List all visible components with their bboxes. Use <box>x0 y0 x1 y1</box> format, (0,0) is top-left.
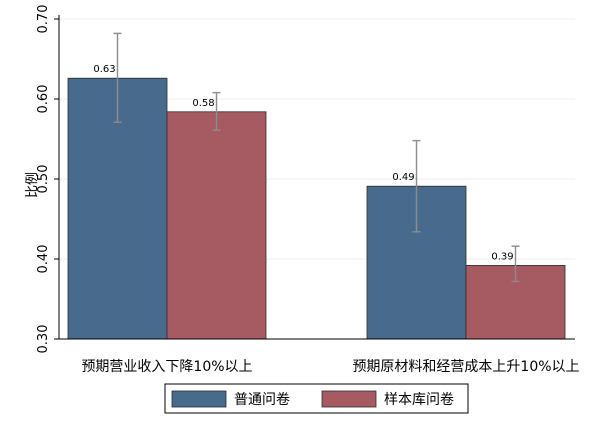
y-tick-label: 0.60 <box>36 85 51 114</box>
x-category-label: 预期原材料和经营成本上升10%以上 <box>352 359 579 375</box>
legend-swatch <box>321 390 377 408</box>
axes <box>58 15 575 340</box>
y-tick-label: 0.40 <box>36 245 51 274</box>
legend-label: 样本库问卷 <box>384 392 454 408</box>
data-labels: 0.63 0.49 0.58 0.39 <box>93 64 513 262</box>
y-axis-title: 比例 <box>25 172 40 198</box>
legend-swatch <box>171 390 227 408</box>
bar <box>166 111 267 340</box>
data-label: 0.63 <box>93 64 115 75</box>
data-label: 0.49 <box>392 172 414 183</box>
y-axis-ticks: 0.30 0.40 0.50 0.60 0.70 <box>36 5 59 354</box>
legend: 普通问卷 样本库问卷 <box>164 383 469 414</box>
y-tick-label: 0.50 <box>36 165 51 194</box>
y-tick-label: 0.30 <box>36 325 51 354</box>
error-bars <box>113 32 520 283</box>
x-category-label: 预期营业收入下降10%以上 <box>81 359 252 375</box>
y-tick-label: 0.70 <box>36 5 51 34</box>
data-label: 0.58 <box>192 98 214 109</box>
x-axis-categories: 预期营业收入下降10%以上 预期原材料和经营成本上升10%以上 <box>81 359 579 375</box>
data-label: 0.39 <box>491 251 513 262</box>
legend-label: 普通问卷 <box>234 392 290 408</box>
